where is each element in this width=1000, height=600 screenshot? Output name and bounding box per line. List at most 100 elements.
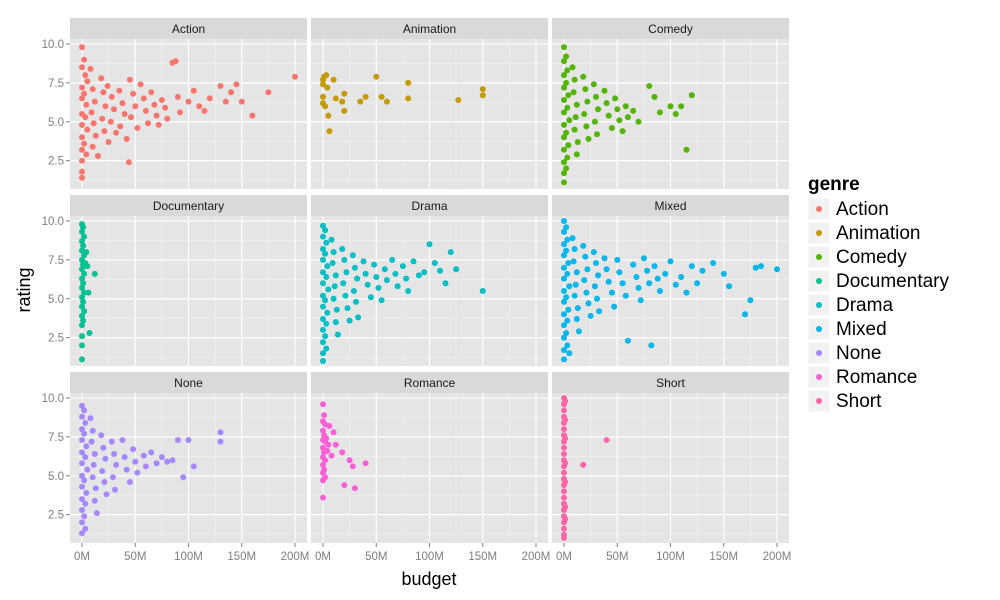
data-point-none	[81, 430, 88, 437]
data-point-none	[79, 460, 85, 467]
data-point-none	[123, 466, 130, 473]
x-tick-label: 0M	[315, 551, 331, 563]
data-point-animation	[405, 95, 412, 102]
data-point-action	[79, 64, 85, 71]
data-point-drama	[320, 350, 326, 357]
legend-item-action: Action	[807, 197, 889, 221]
data-point-comedy	[561, 146, 567, 153]
legend-swatch	[816, 278, 822, 284]
y-tick-label: 10.0	[42, 393, 64, 405]
data-point-none	[82, 500, 89, 507]
data-point-mixed	[563, 330, 570, 336]
data-point-documentary	[81, 308, 88, 315]
facet-strip-label-romance: Romance	[404, 376, 456, 390]
facet-panel-short: Short	[552, 372, 789, 543]
data-point-none	[79, 472, 85, 479]
data-point-action	[116, 87, 123, 94]
facet-panel-none: None	[70, 372, 307, 543]
data-point-romance	[362, 460, 369, 467]
data-point-mixed	[583, 289, 590, 296]
data-point-short	[562, 479, 569, 485]
data-point-mixed	[774, 266, 780, 273]
data-point-mixed	[651, 263, 658, 270]
legend-item-short: Short	[807, 389, 882, 413]
data-point-none	[79, 507, 85, 513]
data-point-comedy	[635, 118, 642, 125]
data-point-drama	[329, 260, 336, 266]
data-point-comedy	[563, 129, 570, 136]
data-point-drama	[354, 275, 361, 282]
data-point-animation	[479, 86, 486, 93]
data-point-comedy	[630, 107, 637, 114]
facet-strip-label-drama: Drama	[411, 199, 447, 213]
data-point-action	[104, 83, 111, 89]
data-point-drama	[378, 297, 385, 304]
data-point-documentary	[79, 228, 85, 235]
data-point-documentary	[81, 289, 88, 296]
data-point-comedy	[591, 118, 598, 125]
data-point-drama	[334, 331, 341, 338]
data-point-short	[561, 494, 567, 501]
data-point-comedy	[561, 72, 567, 79]
facet-strip-label-documentary: Documentary	[153, 199, 224, 213]
data-point-comedy	[563, 53, 570, 60]
data-point-action	[89, 143, 96, 150]
data-point-action	[79, 157, 85, 164]
data-point-mixed	[561, 288, 567, 294]
legend-items: Action Animation Comedy Documentary Drama Mix…	[807, 197, 949, 413]
data-point-none	[148, 449, 155, 456]
data-point-short	[561, 535, 567, 541]
data-point-comedy	[614, 106, 621, 113]
data-point-action	[83, 101, 90, 108]
data-point-short	[561, 407, 567, 414]
data-point-mixed	[561, 322, 567, 329]
data-point-action	[196, 103, 203, 110]
data-point-animation	[357, 98, 364, 105]
data-point-action	[79, 95, 85, 102]
data-point-none	[140, 452, 147, 459]
data-point-mixed	[720, 270, 727, 277]
data-point-mixed	[630, 261, 637, 268]
data-point-action	[137, 81, 144, 88]
data-point-animation	[332, 95, 339, 102]
y-tick-label: 10.0	[42, 39, 64, 51]
data-point-mixed	[605, 278, 612, 285]
data-point-mixed	[561, 347, 567, 354]
points-action	[79, 44, 298, 181]
data-point-action	[134, 125, 141, 131]
data-point-none	[108, 438, 115, 445]
data-point-none	[79, 402, 85, 409]
data-point-action	[206, 95, 213, 102]
data-point-romance	[320, 494, 326, 501]
data-point-action	[88, 109, 95, 116]
data-point-animation	[339, 98, 346, 105]
data-point-mixed	[593, 260, 599, 266]
data-point-comedy	[678, 103, 685, 110]
data-point-drama	[431, 260, 438, 266]
data-point-romance	[320, 461, 326, 468]
y-tick-label: 5.0	[48, 294, 64, 306]
x-tick-label: 150M	[227, 551, 256, 563]
y-tick-label: 7.5	[48, 78, 64, 90]
data-point-comedy	[594, 131, 600, 138]
data-point-none	[81, 477, 88, 484]
x-tick-label: 50M	[606, 551, 628, 563]
data-point-animation	[330, 76, 337, 83]
data-point-action	[140, 95, 147, 102]
data-point-mixed	[742, 311, 748, 318]
data-point-comedy	[563, 165, 570, 172]
data-point-romance	[321, 466, 328, 473]
data-point-action	[79, 121, 85, 128]
data-point-drama	[383, 277, 390, 284]
facet-panel-comedy: Comedy	[552, 18, 789, 189]
data-point-comedy	[561, 134, 567, 141]
facet-strip-label-mixed: Mixed	[654, 199, 686, 213]
data-point-action	[185, 98, 192, 105]
data-point-romance	[324, 447, 331, 454]
data-point-action	[84, 78, 91, 85]
data-point-mixed	[584, 266, 591, 273]
data-point-comedy	[622, 103, 629, 110]
data-point-mixed	[646, 280, 653, 287]
data-point-documentary	[85, 289, 92, 296]
